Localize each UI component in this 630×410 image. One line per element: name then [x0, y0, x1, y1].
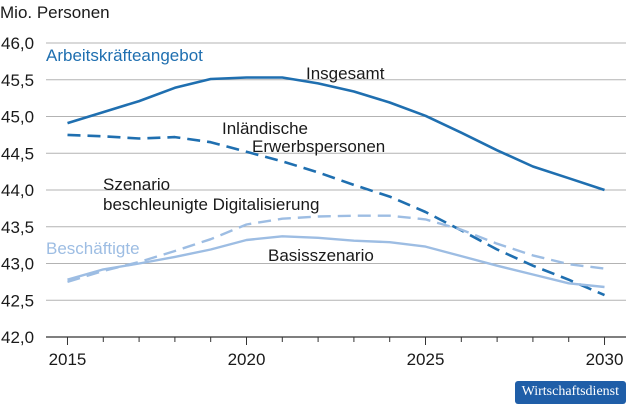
- y-tick-label: 44,5: [1, 144, 34, 163]
- annotation-szenario: Szenario: [103, 175, 170, 194]
- annotation-insgesamt: Insgesamt: [306, 64, 385, 83]
- y-axis-label: Mio. Personen: [0, 3, 110, 22]
- annotation-basisszenario: Basisszenario: [268, 246, 374, 265]
- y-tick-label: 44,0: [1, 181, 34, 200]
- y-tick-label: 42,5: [1, 291, 34, 310]
- group-label-arbeitskraefteangebot: Arbeitskräfteangebot: [46, 46, 203, 65]
- y-tick-label: 42,0: [1, 328, 34, 347]
- x-tick-label: 2025: [407, 350, 445, 369]
- y-tick-label: 43,0: [1, 255, 34, 274]
- y-tick-label: 46,0: [1, 34, 34, 53]
- series-line-arbeitskraefteangebot-dashed: [67, 133, 606, 297]
- y-tick-label: 43,5: [1, 218, 34, 237]
- y-tick-label: 45,0: [1, 108, 34, 127]
- annotation-inlaendische: Inländische: [222, 119, 308, 138]
- x-tick-label: 2020: [228, 350, 266, 369]
- axis-layer: 46,0 45,5 45,0 44,5 44,0 43,5 43,0 42,5 42,0 2015…: [1, 34, 626, 369]
- series-line-beschaeftigte-solid: [67, 235, 605, 289]
- publisher-badge: Wirtschaftsdienst: [514, 381, 626, 404]
- series-line-beschaeftigte-dashed: [67, 214, 605, 284]
- series-line-arbeitskraefteangebot-solid: [67, 76, 605, 192]
- x-tick-label: 2015: [49, 350, 87, 369]
- series-layer: [67, 76, 606, 297]
- y-tick-label: 45,5: [1, 71, 34, 90]
- group-label-beschaeftigte: Beschäftigte: [46, 239, 140, 258]
- x-tick-label: 2030: [586, 350, 624, 369]
- annotation-beschleunigte-digitalisierung: beschleunigte Digitalisierung: [103, 195, 319, 214]
- annotation-erwerbspersonen: Erwerbspersonen: [252, 137, 385, 156]
